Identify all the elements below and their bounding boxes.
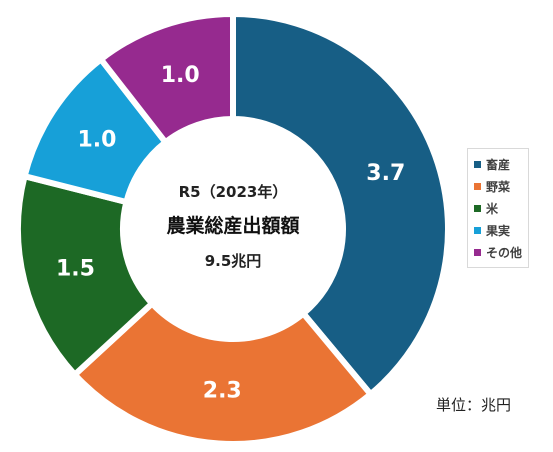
legend-item-livestock: 畜産 <box>474 153 522 175</box>
legend-label-other: その他 <box>486 245 523 260</box>
slices-group <box>15 10 451 447</box>
slice-vegetables <box>70 299 375 447</box>
legend-item-fruit: 果実 <box>474 219 522 241</box>
data-label-livestock: 3.7 <box>366 161 405 186</box>
legend-label-fruit: 果実 <box>486 223 511 238</box>
legend-label-vegetables: 野菜 <box>486 179 511 194</box>
legend-swatch-other <box>474 248 481 256</box>
center-total-text: 9.5兆円 <box>205 252 262 270</box>
center-text: R5（2023年） 農業総産出額額 9.5兆円 <box>166 183 299 270</box>
center-title-text: 農業総産出額額 <box>166 214 299 237</box>
legend: 畜産 野菜 米 果実 その他 <box>467 148 530 268</box>
legend-label-rice: 米 <box>486 201 499 216</box>
legend-item-rice: 米 <box>474 197 522 219</box>
unit-note: 単位：兆円 <box>436 396 512 414</box>
data-label-fruit: 1.0 <box>77 128 116 153</box>
legend-swatch-fruit <box>474 226 481 234</box>
legend-swatch-vegetables <box>474 182 481 190</box>
legend-item-vegetables: 野菜 <box>474 175 522 197</box>
data-label-vegetables: 2.3 <box>203 379 242 404</box>
data-label-other: 1.0 <box>161 63 200 88</box>
legend-item-other: その他 <box>474 241 522 263</box>
slice-livestock <box>230 10 451 399</box>
legend-swatch-rice <box>474 204 481 212</box>
slice-rice <box>15 172 157 379</box>
legend-label-livestock: 畜産 <box>486 157 511 172</box>
slice-other <box>96 10 236 147</box>
center-year-text: R5（2023年） <box>179 183 288 201</box>
data-label-rice: 1.5 <box>56 256 95 281</box>
legend-swatch-livestock <box>474 160 481 168</box>
data-labels-group: 3.7 2.3 1.5 1.0 1.0 <box>56 63 405 404</box>
